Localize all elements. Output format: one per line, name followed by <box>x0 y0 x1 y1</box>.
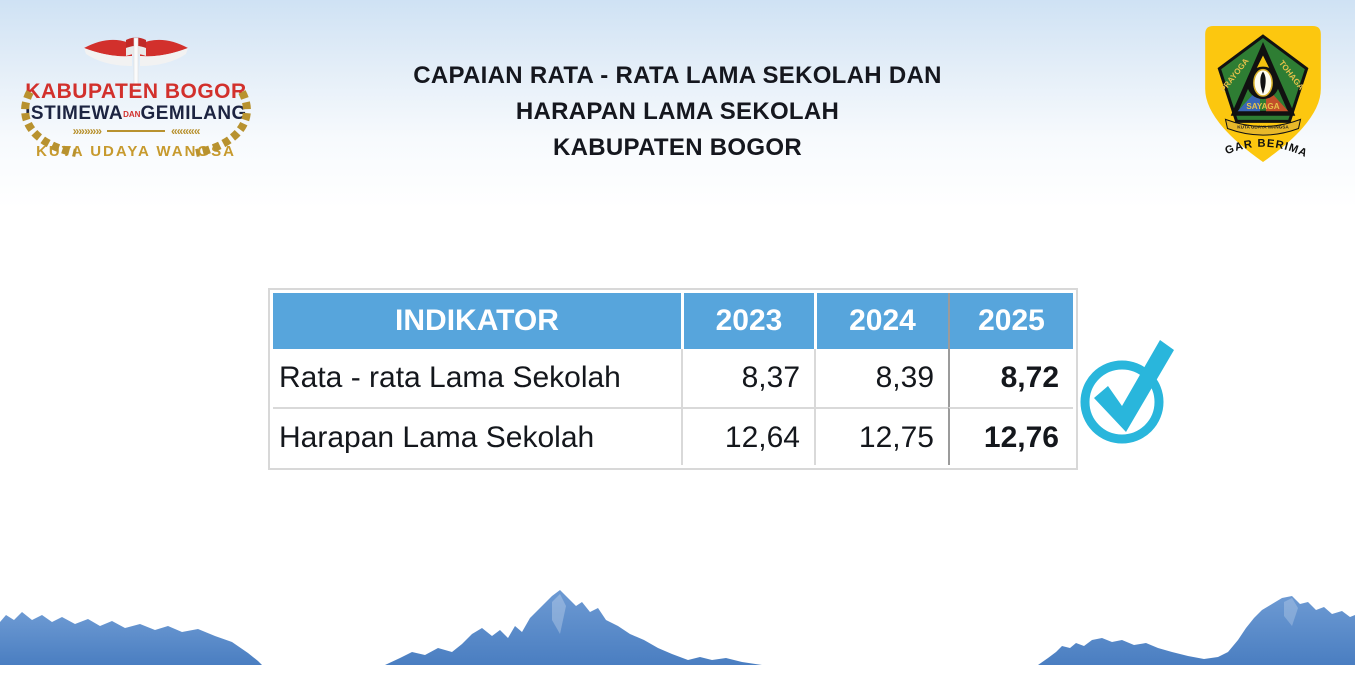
indicator-table-grid-row2: Harapan Lama Sekolah 12,64 12,75 12,76 <box>273 407 1073 465</box>
title-line-1: CAPAIAN RATA - RATA LAMA SEKOLAH DAN <box>413 62 942 89</box>
column-header-indikator: INDIKATOR <box>273 293 681 349</box>
brand-tagline: ISTIMEWADANGEMILANG <box>10 103 262 125</box>
tagline-word-1: ISTIMEWA <box>25 103 124 124</box>
table-row-1-2025: 8,72 <box>948 349 1073 407</box>
table-row-2-indikator: Harapan Lama Sekolah <box>273 407 681 465</box>
kabupaten-bogor-coat-of-arms-icon: PRAYOGA TOHAGA SAYAGA KUTA UDAYA WANGSA … <box>1203 24 1321 162</box>
chevron-divider: »»»»» ««««« <box>10 124 262 138</box>
brand-name: KABUPATEN BOGOR <box>25 80 247 103</box>
table-row-1-2024: 8,39 <box>814 349 948 407</box>
column-header-2024: 2024 <box>814 293 948 349</box>
tagline-word-3: GEMILANG <box>140 103 247 124</box>
emblem-text-sayaga: SAYAGA <box>1246 102 1279 111</box>
tagline-word-2: DAN <box>123 110 141 119</box>
chevrons-left: ««««« <box>171 124 200 138</box>
red-white-flags-icon <box>84 37 188 88</box>
divider-line <box>107 130 165 132</box>
title-line-3: KABUPATEN BOGOR <box>553 134 802 161</box>
mountain-silhouette-graphic <box>0 590 1355 665</box>
brand-motto: KUTA UDAYA WANGSA <box>36 143 236 160</box>
page-title: CAPAIAN RATA - RATA LAMA SEKOLAH DAN HAR… <box>298 58 1058 166</box>
check-circle-icon <box>1080 340 1174 444</box>
table-row-1-indikator: Rata - rata Lama Sekolah <box>273 349 681 407</box>
column-header-2023: 2023 <box>681 293 814 349</box>
emblem-banner-text: KUTA UDAYA WANGSA <box>1237 124 1289 129</box>
indicator-table-grid: INDIKATOR 2023 2024 2025 Rata - rata Lam… <box>273 293 1073 407</box>
table-row-2-2023: 12,64 <box>681 407 814 465</box>
column-header-2025: 2025 <box>948 293 1073 349</box>
indicator-table: INDIKATOR 2023 2024 2025 Rata - rata Lam… <box>268 288 1078 470</box>
kabupaten-bogor-brand-logo: KABUPATEN BOGOR ISTIMEWADANGEMILANG »»»»… <box>10 34 262 170</box>
table-row-2-2025: 12,76 <box>948 407 1073 465</box>
chevrons-right: »»»»» <box>72 124 102 138</box>
table-row-1-2023: 8,37 <box>681 349 814 407</box>
title-line-2: HARAPAN LAMA SEKOLAH <box>515 98 840 125</box>
table-row-2-2024: 12,75 <box>814 407 948 465</box>
